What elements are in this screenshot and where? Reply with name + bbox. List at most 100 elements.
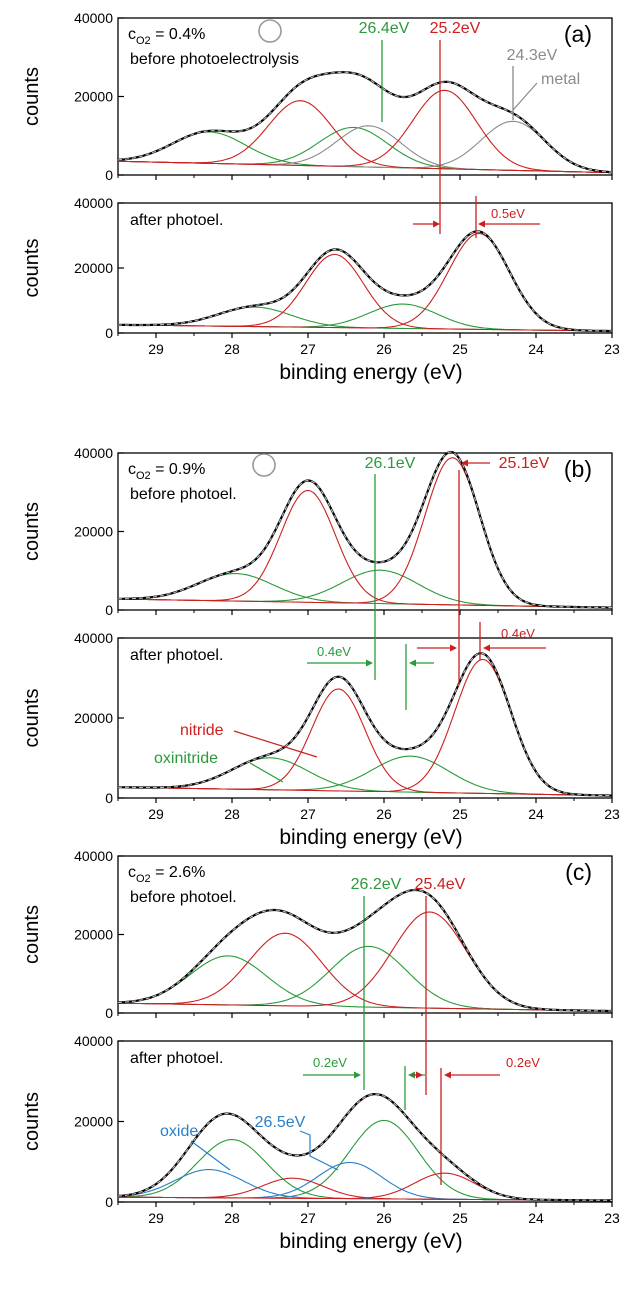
nitride-component [118, 1172, 612, 1201]
oxinitride-component [118, 1139, 612, 1201]
x-tick-label: 26 [376, 341, 392, 357]
oxinitride-component [118, 303, 612, 332]
state-label: before photoel. [130, 486, 237, 503]
nitride-component [118, 932, 612, 1012]
condition-label: cO2 = 0.9% [128, 461, 205, 482]
peak-label: 26.2eV [351, 876, 402, 893]
y-tick-label: 20000 [74, 710, 113, 726]
shift-label: 0.4eV [501, 626, 535, 641]
y-tick-label: 20000 [74, 524, 113, 540]
measured-spectrum [117, 1093, 612, 1202]
x-tick-label: 25 [452, 806, 468, 822]
state-label: before photoel. [130, 889, 237, 906]
y-tick-label: 20000 [74, 89, 113, 105]
x-tick-label: 26 [376, 1210, 392, 1226]
nitride-component [118, 100, 612, 174]
metal-component [118, 120, 613, 173]
peak-label: 26.4eV [359, 20, 410, 37]
y-axis-label: counts [21, 502, 43, 561]
y-axis-label: counts [21, 239, 43, 298]
peak-label: 26.5eV [255, 1114, 306, 1131]
species-label: nitride [180, 722, 224, 739]
shift-arrow-head [483, 644, 490, 652]
species-label: metal [541, 71, 580, 88]
nitride-component [118, 489, 612, 609]
x-axis-label: binding energy (eV) [279, 361, 462, 384]
x-tick-label: 29 [148, 1210, 164, 1226]
x-tick-label: 25 [452, 341, 468, 357]
measured-spectrum [117, 888, 612, 1013]
x-tick-label: 26 [376, 806, 392, 822]
y-tick-label: 40000 [74, 195, 113, 211]
shift-arrow-head [416, 1071, 423, 1079]
fit-envelope [117, 889, 612, 1012]
y-tick-label: 40000 [74, 848, 113, 864]
peak-label: 25.4eV [415, 876, 466, 893]
y-tick-label: 20000 [74, 927, 113, 943]
leader-line [190, 1140, 231, 1171]
y-tick-label: 20000 [74, 1114, 113, 1130]
x-tick-label: 27 [300, 1210, 316, 1226]
measured-spectrum [117, 71, 613, 174]
fit-envelope [118, 652, 612, 797]
leader-line [249, 762, 284, 783]
condition-label: cO2 = 2.6% [128, 864, 205, 885]
shift-label: 0.5eV [491, 206, 525, 221]
shift-arrow-head [450, 644, 457, 652]
sample-marker-icon [252, 453, 276, 477]
sample-marker-icon [258, 19, 282, 43]
y-axis-label: counts [21, 67, 43, 126]
y-tick-label: 0 [105, 325, 113, 341]
panel-5: 0 20000 40000 29 28 27 26 25 24 23 counts binding e… [21, 1033, 620, 1253]
fit-envelope [117, 1093, 612, 1201]
state-label: after photoel. [130, 1050, 223, 1067]
x-tick-label: 29 [148, 341, 164, 357]
x-tick-label: 23 [604, 806, 620, 822]
y-tick-label: 20000 [74, 260, 113, 276]
y-tick-label: 0 [105, 1194, 113, 1210]
oxide-component [117, 1169, 612, 1201]
state-label: before photoelectrolysis [130, 51, 299, 68]
x-tick-label: 24 [528, 1210, 544, 1226]
peak-label: 25.2eV [430, 20, 481, 37]
panel-4: 0 20000 40000 counts cO2 = 2.6% [21, 848, 613, 1021]
y-tick-label: 0 [105, 167, 113, 183]
shift-arrow-head [409, 659, 416, 667]
species-label: oxide [160, 1123, 198, 1140]
nitride-component [118, 688, 612, 797]
leader-line [233, 730, 318, 758]
state-label: after photoel. [130, 647, 223, 664]
state-label: after photoel. [130, 212, 223, 229]
nitride-component [118, 89, 612, 174]
shift-arrow-head [433, 220, 440, 228]
x-tick-label: 29 [148, 806, 164, 822]
x-axis-label: binding energy (eV) [279, 1230, 462, 1253]
panel-0: 0 20000 40000 counts cO2 = 0.4% [21, 10, 613, 183]
y-tick-label: 40000 [74, 630, 113, 646]
y-axis-label: counts [21, 689, 43, 748]
peak-label: 24.3eV [507, 47, 558, 64]
fit-envelope [118, 230, 612, 332]
x-tick-label: 27 [300, 341, 316, 357]
panel-1: 0 20000 40000 29 28 27 26 25 24 23 counts binding e… [21, 195, 620, 384]
y-axis-label: counts [21, 905, 43, 964]
x-tick-label: 23 [604, 1210, 620, 1226]
leader-line [299, 1130, 339, 1171]
species-label: oxinitride [154, 750, 218, 767]
pointer-arrow-head [461, 459, 468, 467]
x-tick-label: 23 [604, 341, 620, 357]
y-tick-label: 40000 [74, 10, 113, 26]
shift-arrow-head [478, 220, 485, 228]
nitride-component [118, 911, 612, 1012]
y-tick-label: 0 [105, 602, 113, 618]
nitride-component [118, 1177, 612, 1201]
shift-arrow-head [408, 1071, 415, 1079]
y-tick-label: 40000 [74, 1033, 113, 1049]
y-tick-label: 0 [105, 1005, 113, 1021]
x-tick-label: 25 [452, 1210, 468, 1226]
fit-envelope [118, 451, 612, 609]
condition-label: cO2 = 0.4% [128, 26, 205, 47]
oxinitride-component [117, 955, 612, 1012]
panel-label: (a) [564, 21, 592, 47]
